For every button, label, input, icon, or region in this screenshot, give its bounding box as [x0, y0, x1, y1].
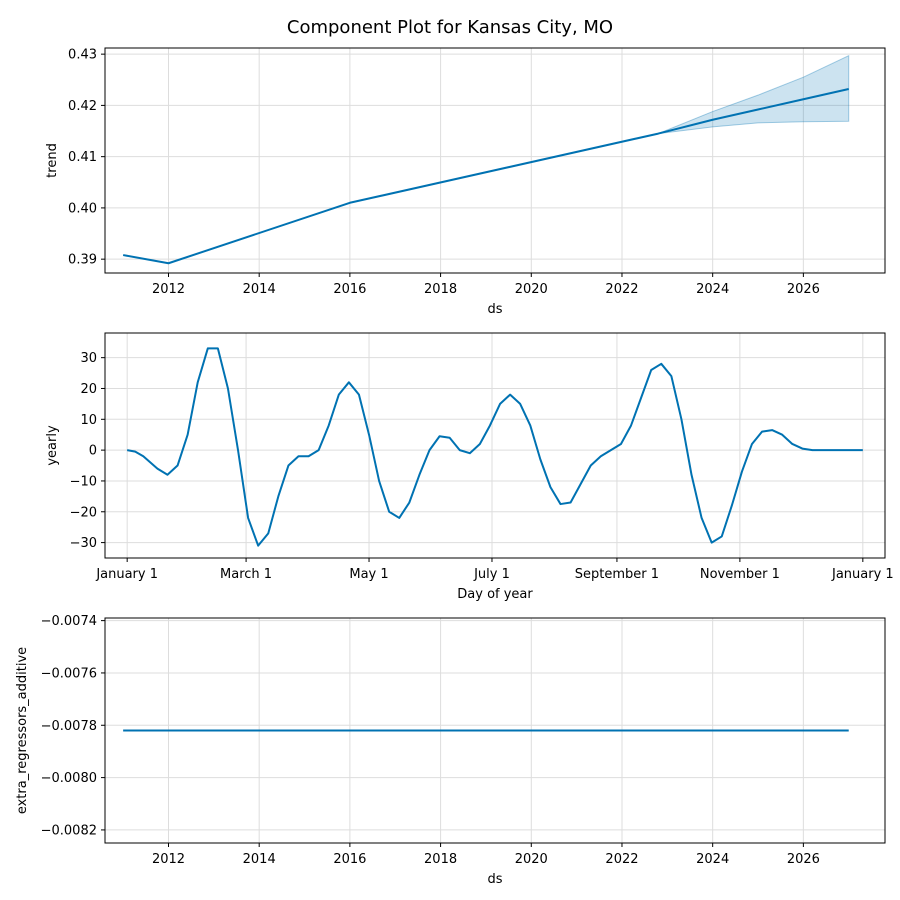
y-axis-label: trend	[45, 143, 60, 178]
y-tick-label: −0.0078	[41, 719, 97, 734]
y-tick-label: −0.0074	[41, 614, 97, 629]
y-tick-label: 10	[80, 413, 97, 428]
x-tick-label: 2018	[424, 282, 457, 297]
uncertainty-band	[658, 54, 850, 135]
series-line-yearly	[126, 347, 863, 547]
x-tick-label: 2018	[424, 852, 457, 867]
y-tick-label: −0.0076	[41, 666, 97, 681]
x-tick-label: 2020	[515, 282, 548, 297]
x-tick-label: 2022	[605, 282, 638, 297]
x-tick-label: September 1	[575, 567, 659, 582]
series-line-trend	[122, 88, 849, 265]
plot-frame	[104, 332, 886, 559]
y-tick-label: −20	[70, 505, 97, 520]
x-tick-label: 2024	[696, 852, 729, 867]
x-tick-label: March 1	[220, 567, 272, 582]
x-tick-label: November 1	[700, 567, 780, 582]
y-tick-label: 20	[80, 382, 97, 397]
y-tick-label: −0.0080	[41, 771, 97, 786]
y-tick-label: 0.40	[68, 201, 97, 216]
figure-title: Component Plot for Kansas City, MO	[287, 17, 613, 38]
y-tick-label: −10	[70, 474, 97, 489]
x-tick-label: 2012	[152, 282, 185, 297]
x-tick-label: 2016	[333, 852, 366, 867]
y-tick-label: −30	[70, 536, 97, 551]
x-tick-label: 2026	[787, 282, 820, 297]
x-tick-label: 2014	[243, 282, 276, 297]
x-axis-label: ds	[487, 872, 502, 887]
panel-extra_regressors_additive: 2012 2014 2016 2018 2020 2022 2024 2026 −0.0082 −…	[15, 614, 886, 887]
x-tick-label: 2014	[243, 852, 276, 867]
x-tick-label: 2012	[152, 852, 185, 867]
y-tick-label: 0	[89, 444, 97, 459]
x-tick-label: 2024	[696, 282, 729, 297]
y-tick-label: −0.0082	[41, 823, 97, 838]
y-axis-label: yearly	[45, 425, 60, 466]
panel-trend: 2012 2014 2016 2018 2020 2022 2024 2026 0.39 0.40…	[45, 47, 886, 317]
plot-frame	[104, 617, 886, 844]
panel-yearly: January 1 March 1 May 1 July 1 September 1 No…	[45, 332, 894, 602]
x-tick-label: July 1	[473, 567, 510, 582]
x-tick-label: 2026	[787, 852, 820, 867]
y-axis-label: extra_regressors_additive	[15, 647, 30, 814]
y-tick-label: 0.42	[68, 99, 97, 114]
y-tick-label: 0.41	[68, 150, 97, 165]
x-axis-label: Day of year	[457, 587, 533, 602]
x-tick-label: May 1	[349, 567, 388, 582]
y-tick-label: 0.39	[68, 253, 97, 268]
x-tick-label: January 1	[831, 567, 894, 582]
x-tick-label: January 1	[95, 567, 158, 582]
x-tick-label: 2020	[515, 852, 548, 867]
x-tick-label: 2022	[605, 852, 638, 867]
x-axis-label: ds	[487, 302, 502, 317]
plot-frame	[104, 47, 886, 274]
y-tick-label: 0.43	[68, 48, 97, 63]
y-tick-label: 30	[80, 351, 97, 366]
x-tick-label: 2016	[333, 282, 366, 297]
